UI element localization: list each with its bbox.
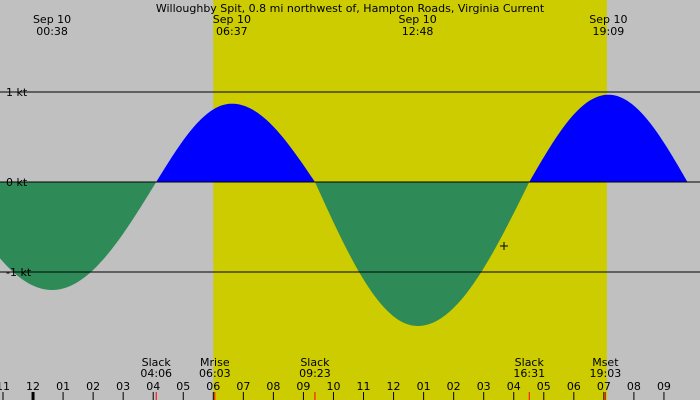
event-name-label: Slack (515, 356, 545, 369)
crosshair-cursor (500, 242, 508, 250)
event-time-label: 09:23 (299, 367, 331, 380)
hour-tick-label: 09 (657, 380, 671, 393)
flood-current-area (156, 103, 315, 182)
hour-tick-label: 05 (176, 380, 190, 393)
hour-tick-label: 03 (116, 380, 130, 393)
hour-tick-label: 02 (447, 380, 461, 393)
y-tick-label: 0 kt (6, 176, 28, 189)
y-tick-label: 1 kt (6, 86, 28, 99)
hour-tick-label: 12 (26, 380, 40, 393)
hour-tick-label: 01 (56, 380, 70, 393)
extremum-time-label: 19:09 (593, 25, 625, 38)
hour-tick-label: 08 (627, 380, 641, 393)
hour-tick-label: 06 (206, 380, 220, 393)
hour-tick-label: 11 (357, 380, 371, 393)
hour-tick-label: 08 (266, 380, 280, 393)
extremum-date-label: Sep 10 (589, 13, 627, 26)
event-time-label: 19:03 (590, 367, 622, 380)
hour-tick-label: 01 (417, 380, 431, 393)
hour-tick-label: 03 (477, 380, 491, 393)
extremum-time-label: 06:37 (216, 25, 248, 38)
extremum-date-label: Sep 10 (398, 13, 436, 26)
hour-tick-label: 07 (236, 380, 250, 393)
event-name-label: Mset (592, 356, 619, 369)
chart-title: Willoughby Spit, 0.8 mi northwest of, Ha… (156, 2, 545, 15)
extremum-date-label: Sep 10 (33, 13, 71, 26)
y-tick-label: -1 kt (6, 266, 32, 279)
event-time-label: 04:06 (140, 367, 172, 380)
ebb-current-area (314, 182, 530, 326)
hour-tick-label: 05 (537, 380, 551, 393)
hour-tick-label: 09 (296, 380, 310, 393)
flood-current-area (529, 94, 700, 182)
event-time-label: 16:31 (513, 367, 545, 380)
hour-tick-label: 06 (567, 380, 581, 393)
hour-tick-label: 04 (507, 380, 521, 393)
event-time-label: 06:03 (199, 367, 231, 380)
hour-tick-label: 12 (387, 380, 401, 393)
extremum-date-label: Sep 10 (213, 13, 251, 26)
event-name-label: Slack (142, 356, 172, 369)
hour-tick-label: 04 (146, 380, 160, 393)
event-name-label: Slack (300, 356, 330, 369)
hour-tick-label: 02 (86, 380, 100, 393)
extremum-time-label: 00:38 (36, 25, 68, 38)
hour-tick-label: 10 (326, 380, 340, 393)
hour-tick-label: 11 (0, 380, 10, 393)
extremum-time-label: 12:48 (402, 25, 434, 38)
ebb-current-area (0, 182, 157, 290)
hour-tick-label: 07 (597, 380, 611, 393)
event-name-label: Mrise (200, 356, 230, 369)
